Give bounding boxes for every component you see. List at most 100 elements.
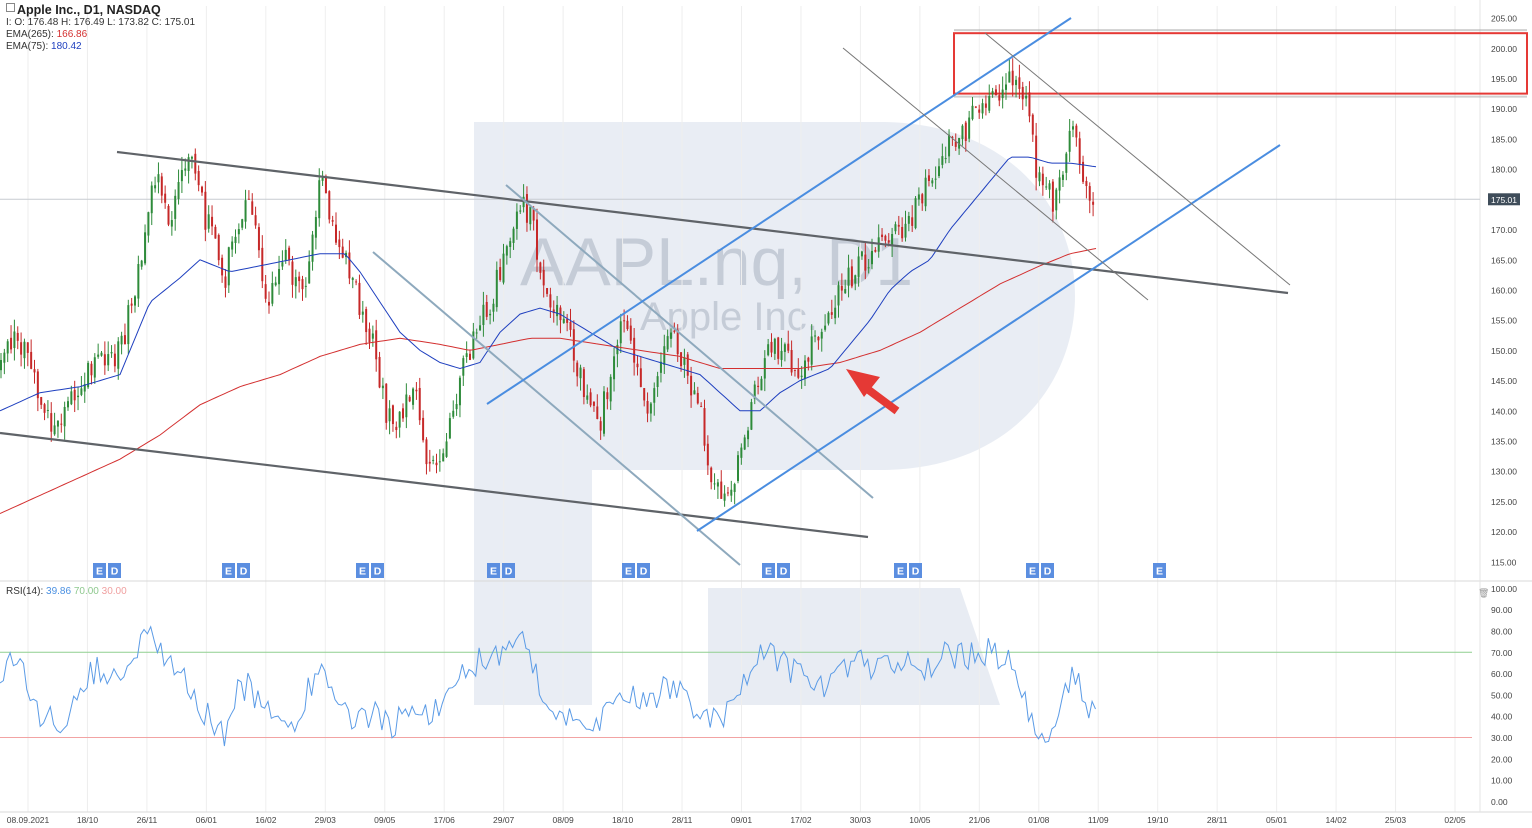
- time-tick-label: 25/03: [1385, 815, 1407, 825]
- candle-body: [40, 397, 43, 405]
- candle-body: [221, 257, 224, 276]
- candle-body: [452, 410, 455, 417]
- event-tag: [487, 563, 500, 578]
- candle-body: [93, 357, 96, 378]
- candle-body: [1021, 86, 1024, 100]
- price-tick-label: 155.00: [1491, 316, 1517, 326]
- arrow-head: [846, 369, 880, 397]
- candle-body: [371, 333, 374, 339]
- candle-body: [351, 277, 354, 281]
- event-tag: [108, 563, 121, 578]
- candle-body: [271, 283, 274, 304]
- dividend-marker: D: [111, 566, 119, 578]
- candle-body: [90, 363, 93, 376]
- candle-body: [643, 388, 646, 401]
- time-tick-label: 18/10: [612, 815, 634, 825]
- watermark-name: Apple Inc.: [640, 295, 818, 339]
- candle-body: [402, 408, 404, 419]
- candle-body: [750, 402, 753, 430]
- candle-body: [408, 396, 411, 402]
- price-tick-label: 185.00: [1491, 134, 1517, 144]
- price-tick-label: 140.00: [1491, 406, 1517, 416]
- candle-body: [934, 178, 937, 180]
- collapse-box-icon[interactable]: [6, 3, 15, 12]
- event-tag: [622, 563, 635, 578]
- candle-body: [743, 437, 746, 450]
- candle-body: [412, 388, 415, 405]
- candle-body: [83, 384, 86, 392]
- candle-body: [438, 461, 441, 463]
- candle-body: [951, 136, 954, 138]
- earnings-marker: E: [625, 566, 632, 578]
- candle-body: [964, 122, 967, 141]
- candle-body: [167, 205, 170, 225]
- event-tag: [762, 563, 775, 578]
- candle-body: [462, 358, 465, 376]
- candle-body: [432, 459, 435, 461]
- candle-body: [381, 385, 384, 389]
- candle-body: [43, 404, 46, 413]
- candle-body: [110, 352, 113, 354]
- candle-body: [338, 239, 341, 248]
- candle-body: [589, 392, 592, 406]
- candle-body: [696, 392, 699, 404]
- candle-body: [3, 352, 6, 363]
- dividend-marker: D: [505, 566, 513, 578]
- candle-body: [656, 376, 659, 388]
- candle-body: [780, 350, 783, 360]
- candle-body: [1085, 180, 1088, 187]
- candle-body: [984, 103, 987, 108]
- last-price-tag: [1488, 193, 1520, 206]
- candle-body: [368, 328, 371, 343]
- candle-body: [871, 250, 873, 265]
- event-tag: [1041, 563, 1054, 578]
- candle-body: [207, 214, 210, 229]
- time-tick-label: 21/06: [969, 815, 991, 825]
- candle-body: [1011, 70, 1014, 86]
- rsi-value: 39.86: [46, 586, 72, 597]
- price-tick-label: 190.00: [1491, 104, 1517, 114]
- time-tick-label: 16/02: [255, 815, 277, 825]
- candle-body: [227, 247, 230, 286]
- candle-body: [123, 335, 126, 345]
- candle-body: [1068, 130, 1071, 152]
- candle-body: [472, 331, 475, 359]
- candle-body: [328, 191, 331, 220]
- candle-body: [107, 354, 110, 366]
- trash-icon[interactable]: 🗑: [1478, 588, 1489, 598]
- candle-body: [134, 296, 136, 306]
- rsi-tick-label: 40.00: [1491, 712, 1513, 722]
- candle-body: [549, 294, 552, 308]
- candle-body: [887, 240, 890, 243]
- descending-channel-lower: [0, 431, 869, 539]
- candle-body: [840, 285, 843, 291]
- candle-body: [445, 441, 448, 457]
- candle-body: [301, 279, 304, 290]
- candle-body: [418, 387, 421, 421]
- candle-body: [941, 156, 944, 165]
- candle-body: [304, 285, 307, 287]
- resistance-zone: [953, 32, 1528, 95]
- candle-body: [787, 343, 790, 351]
- candle-body: [365, 309, 368, 333]
- candle-body: [730, 489, 733, 496]
- candle-body: [26, 342, 29, 353]
- candle-body: [670, 332, 672, 339]
- rsi-tick-label: 30.00: [1491, 733, 1513, 743]
- candle-body: [422, 417, 425, 441]
- candle-body: [864, 254, 867, 271]
- candle-body: [499, 267, 502, 280]
- candle-body: [814, 335, 817, 337]
- candle-body: [860, 251, 863, 257]
- candle-body: [385, 383, 388, 423]
- rsi-tick-label: 10.00: [1491, 776, 1513, 786]
- candle-body: [1001, 89, 1004, 99]
- event-tag: [222, 563, 235, 578]
- candle-body: [244, 200, 247, 222]
- candle-body: [673, 330, 676, 332]
- candle-body: [797, 369, 800, 378]
- rsi-tick-label: 20.00: [1491, 754, 1513, 764]
- candle-body: [13, 331, 16, 348]
